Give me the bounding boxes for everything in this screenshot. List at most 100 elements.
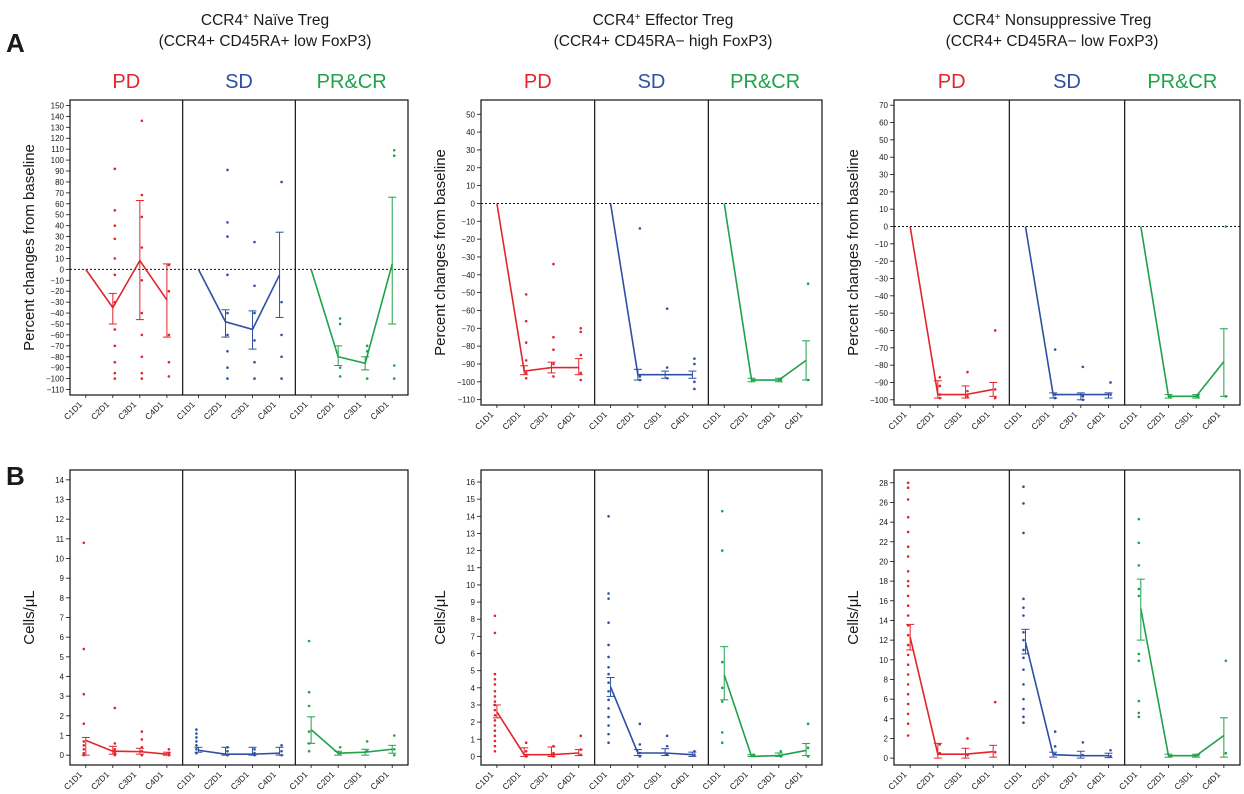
data-point [493,724,497,727]
y-tick-label: −80 [461,342,475,351]
data-point [82,692,86,696]
y-tick-label: 14 [466,512,475,521]
y-tick-label: 20 [55,244,64,253]
data-point [493,689,497,693]
mean-line-pd [496,711,579,756]
data-point [113,167,117,171]
data-point [1053,348,1057,351]
x-tick-label: C4D1 [1200,409,1223,432]
title-text: Effector Treg [641,12,734,29]
y-tick-label: 26 [879,498,888,507]
mean-line-sd [609,203,693,376]
title-text: Naïve Treg [249,12,329,29]
data-point [638,375,642,378]
data-point [1022,597,1025,601]
data-point [493,713,497,717]
x-tick-label: C2D1 [201,769,224,792]
y-tick-label: 80 [55,178,64,187]
plot-frame [893,99,1241,406]
title-text: CCR4 [953,12,996,29]
data-point [82,647,86,651]
column-subtitle-2: (CCR4+ CD45RA− high FoxP3) [554,33,773,50]
data-point [1022,697,1025,701]
x-tick-label: C4D1 [668,409,691,432]
data-point [82,541,86,545]
data-point [1022,606,1025,609]
data-point [140,730,144,733]
y-axis-label: Cells/μL [432,590,449,645]
y-axis-label: Percent changes from baseline [21,144,38,351]
data-point [493,719,497,722]
y-tick-label: −70 [874,344,888,353]
data-point [195,732,198,735]
data-point [1137,564,1141,567]
y-tick-label: −50 [50,320,64,329]
data-point [906,722,910,725]
column-title-1: CCR4+ Naïve Treg [201,12,329,30]
y-tick-label: −70 [50,342,64,351]
y-tick-label: 0 [471,752,476,761]
data-point [338,366,342,369]
data-point [82,722,86,725]
data-point [140,119,144,123]
group-label-pd: PD [938,71,966,93]
data-point [524,376,528,380]
title-text: CCR4 [593,12,636,29]
data-point [1224,751,1228,755]
x-tick-label: C3D1 [341,769,364,792]
data-point [1137,659,1141,663]
data-point [493,672,497,676]
mean-line-pd [909,636,994,755]
data-point [226,273,229,277]
y-axis-label: Percent changes from baseline [432,149,449,356]
data-point [607,741,610,745]
data-point [1022,721,1025,725]
y-tick-label: −10 [461,217,475,226]
y-tick-label: −40 [874,292,888,301]
data-point [720,731,724,734]
data-point [607,621,610,624]
x-tick-label: C2D1 [728,769,751,792]
data-point [493,631,497,635]
y-tick-label: 0 [884,223,889,232]
y-tick-label: 8 [60,594,65,603]
data-point [338,317,342,320]
data-point [552,335,555,339]
x-tick-label: C1D1 [1117,409,1140,432]
data-point [607,655,610,659]
y-tick-label: 20 [879,557,888,566]
y-tick-label: −50 [461,289,475,298]
data-point [113,747,117,751]
y-tick-label: 15 [466,495,475,504]
data-point [906,692,910,696]
x-tick-label: C4D1 [256,769,279,792]
group-label-sd: SD [225,71,253,93]
data-point [493,749,497,753]
data-point [280,300,283,304]
y-tick-label: 4 [471,684,476,693]
x-tick-label: C4D1 [143,399,166,422]
y-tick-label: −10 [50,276,64,285]
plot-frame [480,469,823,766]
y-tick-label: 4 [60,673,65,682]
x-tick-label: C4D1 [668,769,691,792]
x-tick-label: C3D1 [1172,409,1195,432]
data-point [906,515,910,519]
data-point [280,333,283,337]
data-point [140,371,144,375]
x-tick-label: C3D1 [527,769,550,792]
data-point [1022,707,1025,711]
data-point [1053,730,1057,733]
x-tick-label: C3D1 [755,769,778,792]
data-point [579,378,583,382]
y-tick-label: 50 [55,211,64,220]
data-point [493,695,497,698]
data-point [140,246,144,249]
y-tick-label: 70 [879,101,888,110]
y-tick-label: −60 [50,331,64,340]
data-point [1081,365,1085,369]
x-tick-label: C1D1 [1001,769,1024,792]
data-point [607,592,610,595]
x-tick-label: C2D1 [1029,409,1052,432]
y-tick-label: −20 [50,287,64,296]
